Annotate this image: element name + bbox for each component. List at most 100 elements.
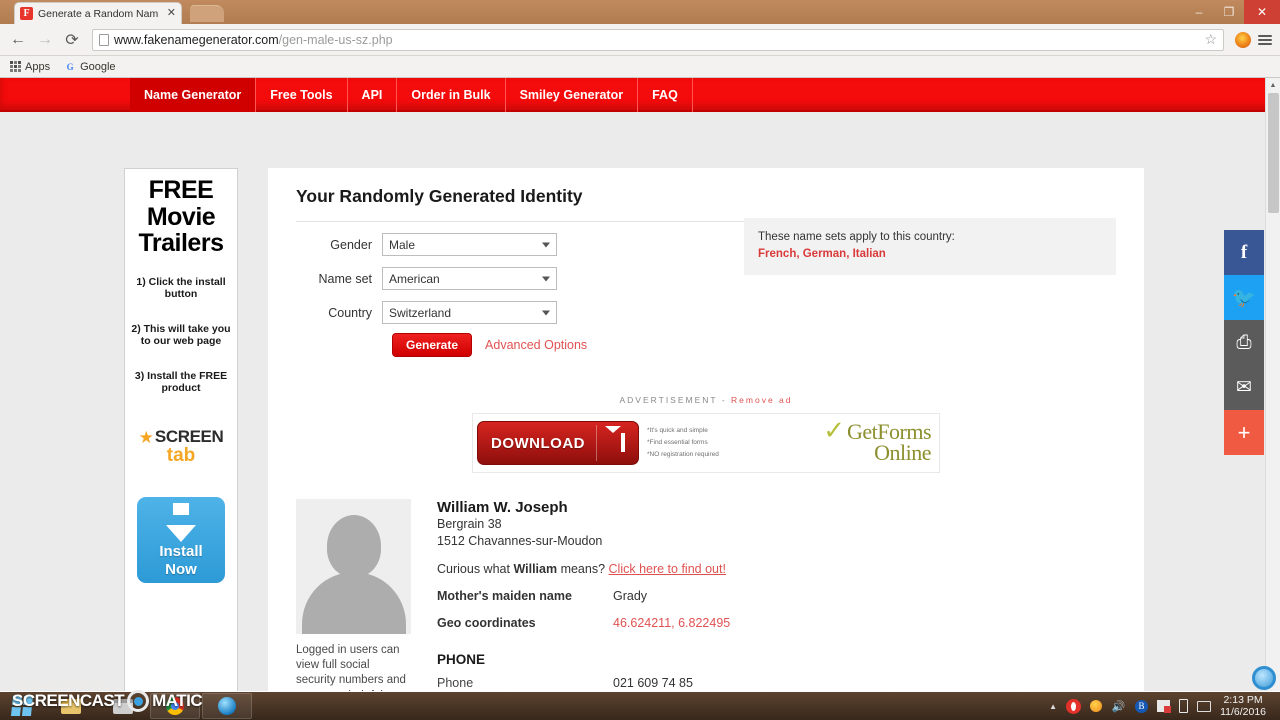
forward-icon[interactable]: →: [37, 30, 53, 48]
navigation-toolbar: ← → ⟳ www.fakenamegenerator.com/gen-male…: [0, 24, 1280, 56]
page-title: Your Randomly Generated Identity: [296, 186, 583, 206]
download-label: DOWNLOAD: [491, 434, 585, 452]
google-g-icon: G: [66, 61, 74, 72]
nav-item-faq[interactable]: FAQ: [638, 78, 693, 112]
taskbar-chrome-item[interactable]: [150, 693, 200, 719]
name-meaning-prompt: Curious what William means? Click here t…: [437, 562, 1116, 576]
minimize-button[interactable]: –: [1195, 5, 1203, 19]
browser-tab-active[interactable]: F Generate a Random Nam ✕: [14, 2, 182, 24]
gender-select[interactable]: Male: [382, 233, 557, 256]
taskbar-folder-item[interactable]: [46, 693, 96, 719]
nav-item-api[interactable]: API: [348, 78, 398, 112]
country-value: Switzerland: [389, 305, 452, 320]
folder-icon: [61, 698, 81, 714]
geo-coordinates-value[interactable]: 46.624211, 6.822495: [613, 615, 731, 630]
left-skyscraper-ad[interactable]: FREE Movie Trailers 1) Click the install…: [124, 168, 238, 691]
facebook-share-icon[interactable]: f: [1224, 230, 1264, 275]
ad-headline-line3: Trailers: [138, 229, 224, 257]
url-text: www.fakenamegenerator.com/gen-male-us-sz…: [114, 33, 393, 47]
nav-item-smiley-generator[interactable]: Smiley Generator: [506, 78, 639, 112]
system-tray: ▲ 🔊 B 2:13 PM 11/6/2016: [1049, 694, 1280, 719]
phone-label: Phone: [437, 675, 474, 690]
name-meaning-link[interactable]: Click here to find out!: [608, 561, 726, 576]
page-info-icon[interactable]: [99, 33, 109, 46]
ad-bullet-3: *NO registration required: [647, 451, 719, 458]
generate-button[interactable]: Generate: [392, 333, 473, 357]
advanced-options-link[interactable]: Advanced Options: [485, 338, 588, 352]
form-row-nameset: Name set American: [296, 267, 1116, 290]
scroll-up-arrow-icon[interactable]: ▲: [1269, 82, 1277, 89]
page-left-gutter: [0, 112, 124, 691]
taskbar-clock[interactable]: 2:13 PM 11/6/2016: [1220, 694, 1272, 719]
print-share-icon[interactable]: ⎙: [1224, 320, 1264, 365]
show-hidden-icons-icon[interactable]: ▲: [1049, 701, 1058, 711]
ad-step-3: 3) Install the FREE product: [134, 369, 228, 395]
avatar-body-shape: [301, 572, 406, 634]
maximize-button[interactable]: ❐: [1223, 5, 1235, 19]
vertical-scrollbar[interactable]: ▲: [1265, 78, 1280, 691]
nameset-intro: These name sets apply to this country:: [758, 231, 955, 243]
more-share-icon[interactable]: +: [1224, 410, 1264, 455]
bookmark-google[interactable]: G Google: [64, 61, 116, 73]
battery-icon[interactable]: [1179, 699, 1189, 713]
mothers-maiden-name-value: Grady: [613, 588, 648, 603]
ad-bullets: *It's quick and simple *Find essential f…: [647, 425, 759, 461]
ad-headline-line1: FREE: [148, 176, 214, 204]
nameset-list: French, German, Italian: [758, 248, 886, 261]
getforms-logo: ✓ GetForms Online: [823, 417, 935, 464]
geo-coordinates-label: Geo coordinates: [437, 615, 536, 630]
identity-details: Logged in users can view full social sec…: [296, 499, 1116, 691]
remove-ad-link[interactable]: Remove ad: [731, 395, 793, 405]
bluetooth-icon[interactable]: B: [1135, 699, 1149, 713]
update-tray-icon[interactable]: [1090, 700, 1103, 712]
twitter-share-icon[interactable]: 🐦: [1224, 275, 1264, 320]
nav-item-free-tools[interactable]: Free Tools: [256, 78, 348, 112]
advertisement-label: ADVERTISEMENT - Remove ad: [296, 395, 1116, 405]
screentab-logo-tab: tab: [166, 445, 196, 467]
tab-close-icon[interactable]: ✕: [166, 7, 176, 19]
bookmark-star-icon[interactable]: ☆: [1204, 31, 1217, 47]
chrome-menu-icon[interactable]: [1258, 34, 1272, 45]
country-select[interactable]: Switzerland: [382, 301, 557, 324]
url-host: www.fakenamegenerator.com: [114, 32, 279, 47]
window-controls: – ❐ ✕: [1184, 0, 1280, 24]
back-icon[interactable]: ←: [10, 30, 26, 48]
download-arrow-icon: [166, 525, 196, 543]
taskbar-ie-item[interactable]: [202, 693, 252, 719]
tab-favicon: F: [20, 7, 33, 20]
nameset-label: Name set: [318, 271, 373, 286]
extension-icon[interactable]: [1235, 31, 1251, 48]
scrollbar-thumb[interactable]: [1268, 93, 1279, 213]
curious-post: means?: [557, 561, 609, 576]
ad-banner[interactable]: DOWNLOAD *It's quick and simple *Find es…: [472, 413, 940, 473]
email-share-icon[interactable]: ✉: [1224, 365, 1264, 410]
browser-window: F Generate a Random Nam ✕ – ❐ ✕ ← → ⟳ ww…: [0, 0, 1280, 692]
new-tab-button[interactable]: [190, 5, 224, 22]
field-phone: Phone 021 609 74 85: [437, 676, 1116, 690]
download-separator: [596, 425, 597, 461]
close-window-button[interactable]: ✕: [1244, 0, 1280, 24]
reload-icon[interactable]: ⟳: [65, 31, 79, 49]
display-icon[interactable]: [1197, 700, 1212, 712]
form-row-country: Country Switzerland: [296, 301, 1116, 324]
network-icon[interactable]: [1157, 700, 1172, 713]
taskbar-keyboard-item[interactable]: [98, 693, 148, 719]
form-actions: Generate Advanced Options: [392, 333, 1116, 357]
phone-value: 021 609 74 85: [613, 675, 693, 690]
gender-value: Male: [389, 237, 416, 252]
volume-icon[interactable]: 🔊: [1111, 700, 1126, 713]
curious-pre: Curious what: [437, 561, 514, 576]
install-now-button[interactable]: Install Now: [137, 497, 225, 584]
opera-tray-icon[interactable]: [1066, 698, 1082, 714]
start-button[interactable]: [0, 692, 44, 720]
download-button[interactable]: DOWNLOAD: [477, 421, 639, 465]
title-divider: [296, 221, 1116, 222]
screentab-logo-screen: SCREEN: [154, 427, 224, 447]
keyboard-icon: [113, 698, 133, 714]
address-bar[interactable]: www.fakenamegenerator.com/gen-male-us-sz…: [92, 28, 1224, 51]
nav-item-name-generator[interactable]: Name Generator: [130, 78, 257, 112]
bookmark-apps[interactable]: Apps: [10, 61, 50, 73]
avatar-column: Logged in users can view full social sec…: [296, 499, 411, 691]
nameset-select[interactable]: American: [382, 267, 557, 290]
nav-item-order-in-bulk[interactable]: Order in Bulk: [397, 78, 506, 112]
